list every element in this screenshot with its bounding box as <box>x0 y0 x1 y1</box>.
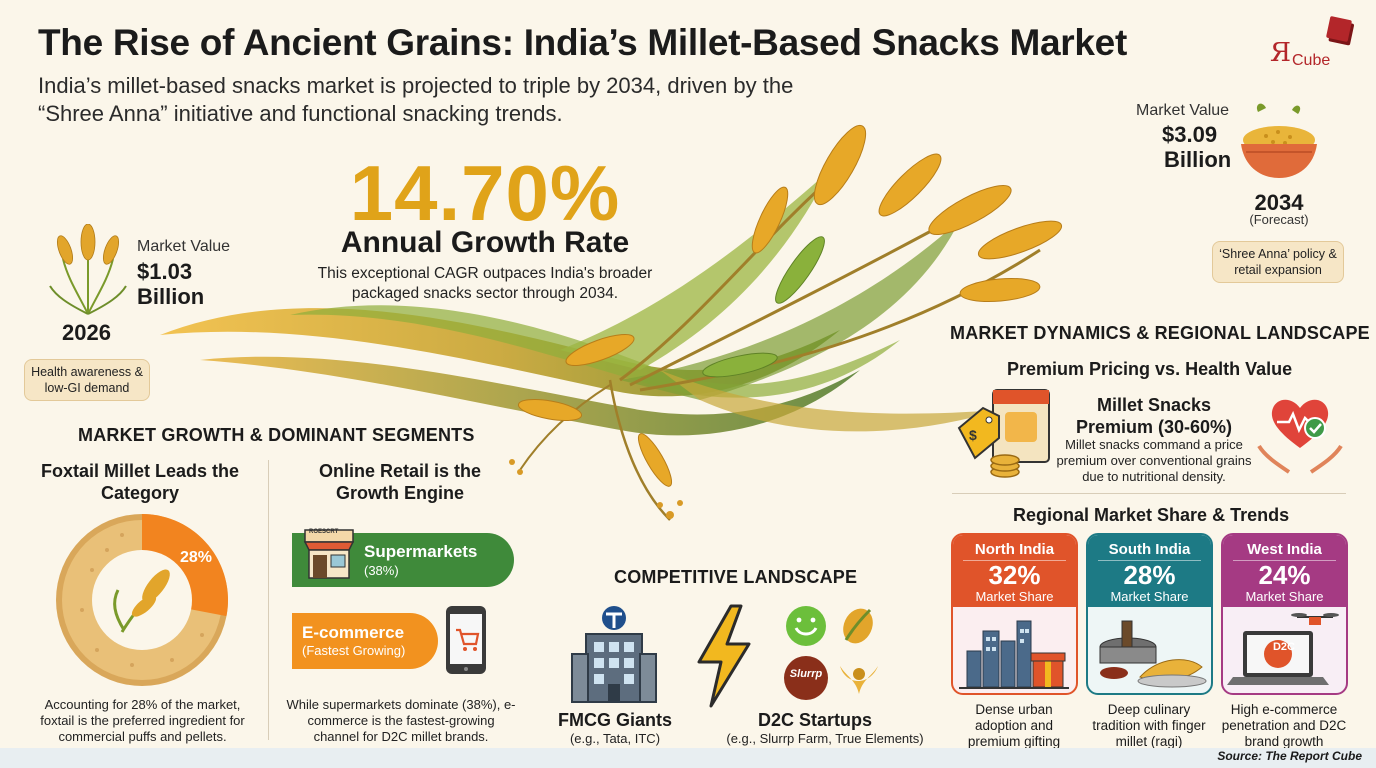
region-share-label: Market Share <box>975 589 1054 604</box>
millet-bowl-icon <box>1241 103 1317 178</box>
value-2026-unit: Billion <box>137 284 205 309</box>
d2c-brand-logos <box>784 606 878 700</box>
logo-letter: Я <box>1270 38 1291 68</box>
cube-icon <box>1325 15 1353 43</box>
foxtail-title: Foxtail Millet Leads the Category <box>40 461 240 503</box>
page-title: The Rise of Ancient Grains: India’s Mill… <box>38 22 1127 63</box>
region-name: West India <box>1247 541 1322 558</box>
value-2026-driver: Health awareness & low-GI demand <box>24 359 150 401</box>
ecommerce-bar <box>292 613 438 669</box>
dynamics-divider <box>952 493 1346 494</box>
value-2034-unit: Billion <box>1164 147 1232 172</box>
pricing-title: Premium Pricing vs. Health Value <box>1007 359 1293 379</box>
regional-title: Regional Market Share & Trends <box>1013 505 1290 525</box>
competitive-heading: COMPETITIVE LANDSCAPE <box>614 567 858 587</box>
page-subtitle: India’s millet-based snacks market is pr… <box>38 73 794 126</box>
region-desc-west: High e-commerce penetration and D2C bran… <box>1221 702 1347 749</box>
millet-stalk-icon <box>113 569 170 633</box>
fmcg-title: FMCG Giants <box>557 710 672 730</box>
price-tag-snack-icon: $ <box>957 389 1050 478</box>
premium-title: Millet Snacks Premium (30-60%) <box>1075 395 1233 437</box>
region-card-south: South India 28% Market Share <box>1086 533 1213 695</box>
fmcg-examples: (e.g., Tata, ITC) <box>569 731 661 746</box>
online-retail-description: While supermarkets dominate (38%), e-com… <box>286 697 516 744</box>
supermarkets-share: (38%) <box>364 563 399 578</box>
region-share-label: Market Share <box>1110 589 1189 604</box>
region-name: North India <box>974 541 1055 558</box>
value-2026-amount: $1.03 <box>137 259 193 284</box>
foxtail-description: Accounting for 28% of the market, foxtai… <box>40 697 245 744</box>
svg-text:$: $ <box>969 427 977 443</box>
region-share-pct: 28% <box>1098 560 1201 589</box>
store-sign: ROESCRT <box>309 529 339 535</box>
foxtail-share-label: 28% <box>180 549 213 566</box>
ecommerce-note: (Fastest Growing) <box>302 643 406 658</box>
smartphone-cart-icon <box>446 606 486 674</box>
store-icon <box>303 529 355 579</box>
cagr-value: 14.70% <box>349 149 621 237</box>
laptop-drone-icon <box>1227 613 1339 685</box>
city-skyline-gift-icon <box>959 620 1069 689</box>
lightning-bolt-icon <box>697 604 751 708</box>
health-heart-icon <box>1257 399 1343 474</box>
region-desc-south: Deep culinary tradition with finger mill… <box>1092 702 1206 749</box>
supermarkets-label: Supermarkets <box>364 542 478 561</box>
wheat-icon <box>49 224 127 315</box>
corporate-building-icon <box>571 606 657 703</box>
region-share-pct: 32% <box>963 560 1066 589</box>
value-2026-year: 2026 <box>62 320 111 345</box>
value-2034-driver: ‘Shree Anna’ policy & retail expansion <box>1212 241 1344 283</box>
region-share-label: Market Share <box>1245 589 1324 604</box>
region-desc-north: Dense urban adoption and premium gifting <box>967 702 1061 749</box>
segments-heading: MARKET GROWTH & DOMINANT SEGMENTS <box>78 425 475 445</box>
region-card-north: North India 32% Market Share <box>951 533 1078 695</box>
region-share-pct: 24% <box>1233 560 1336 589</box>
region-header-west: West India 24% Market Share <box>1223 535 1346 607</box>
segments-divider <box>268 460 269 740</box>
cagr-description: This exceptional CAGR outpaces India's b… <box>317 265 653 302</box>
d2c-examples: (e.g., Slurrp Farm, True Elements) <box>726 731 924 746</box>
slurrp-logo-text: Slurrp <box>789 668 823 680</box>
source-credit: Source: The Report Cube <box>1217 749 1362 763</box>
region-card-west: West India 24% Market Share <box>1221 533 1348 695</box>
value-2034-year: 2034 <box>1254 190 1304 215</box>
premium-description: Millet snacks command a price premium ov… <box>1056 437 1252 484</box>
brand-logo: Я Cube <box>1268 15 1358 69</box>
cagr-label: Annual Growth Rate <box>340 226 630 259</box>
millet-stalks-illustration <box>160 124 1063 521</box>
region-header-north: North India 32% Market Share <box>953 535 1076 607</box>
value-2034-label: Market Value <box>1136 102 1230 119</box>
ecommerce-label: E-commerce <box>302 623 405 642</box>
value-2026-label: Market Value <box>137 238 231 255</box>
region-name: South India <box>1108 541 1191 558</box>
foxtail-share-donut <box>56 514 228 686</box>
footer-band <box>0 748 1376 768</box>
d2c-title: D2C Startups <box>757 710 873 730</box>
online-retail-title: Online Retail is the Growth Engine <box>318 461 482 503</box>
value-2034-amount: $3.09 <box>1162 122 1218 147</box>
d2c-badge: D2C <box>1272 641 1295 653</box>
logo-text: Cube <box>1292 52 1331 69</box>
region-header-south: South India 28% Market Share <box>1088 535 1211 607</box>
dynamics-heading: MARKET DYNAMICS & REGIONAL LANDSCAPE <box>950 323 1370 343</box>
grinding-stone-dosa-icon <box>1099 620 1207 688</box>
value-2034-forecast-note: (Forecast) <box>1249 212 1309 227</box>
